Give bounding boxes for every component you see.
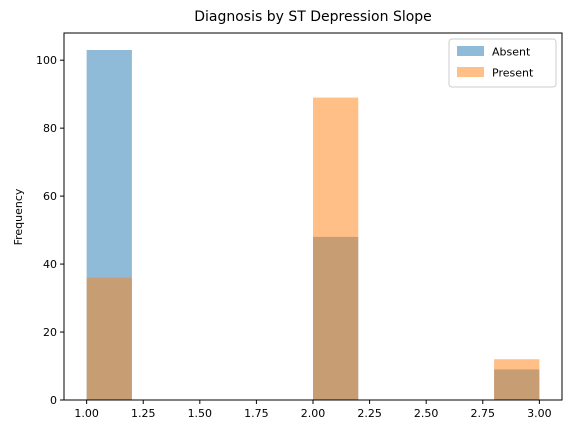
bar-present-0 — [86, 277, 132, 400]
bar-present-1 — [313, 97, 359, 400]
y-tick-label: 100 — [36, 54, 57, 67]
y-axis-label: Frequency — [12, 188, 25, 245]
x-tick-label: 1.75 — [244, 407, 269, 420]
legend-label-absent: Absent — [492, 46, 531, 59]
x-tick-label: 2.75 — [471, 407, 496, 420]
x-tick-label: 1.00 — [74, 407, 99, 420]
y-tick-label: 20 — [43, 326, 57, 339]
x-tick-label: 2.00 — [301, 407, 326, 420]
plot-area: 1.00 1.25 1.50 1.75 2.00 2.25 2.50 2.75 3.00 0 20 4… — [36, 32, 563, 420]
x-tick-label: 1.25 — [131, 407, 156, 420]
chart-title: Diagnosis by ST Depression Slope — [194, 9, 432, 25]
y-tick-label: 0 — [50, 394, 57, 407]
x-tick-label: 2.25 — [357, 407, 382, 420]
legend-swatch-present — [457, 67, 484, 77]
y-tick-label: 40 — [43, 258, 57, 271]
x-tick-label: 2.50 — [414, 407, 439, 420]
x-tick-label: 1.50 — [188, 407, 213, 420]
y-tick-label: 60 — [43, 190, 57, 203]
y-tick-label: 80 — [43, 122, 57, 135]
legend-swatch-absent — [457, 46, 484, 56]
legend-label-present: Present — [492, 67, 534, 80]
bar-present-2 — [494, 359, 540, 400]
x-tick-label: 3.00 — [527, 407, 552, 420]
